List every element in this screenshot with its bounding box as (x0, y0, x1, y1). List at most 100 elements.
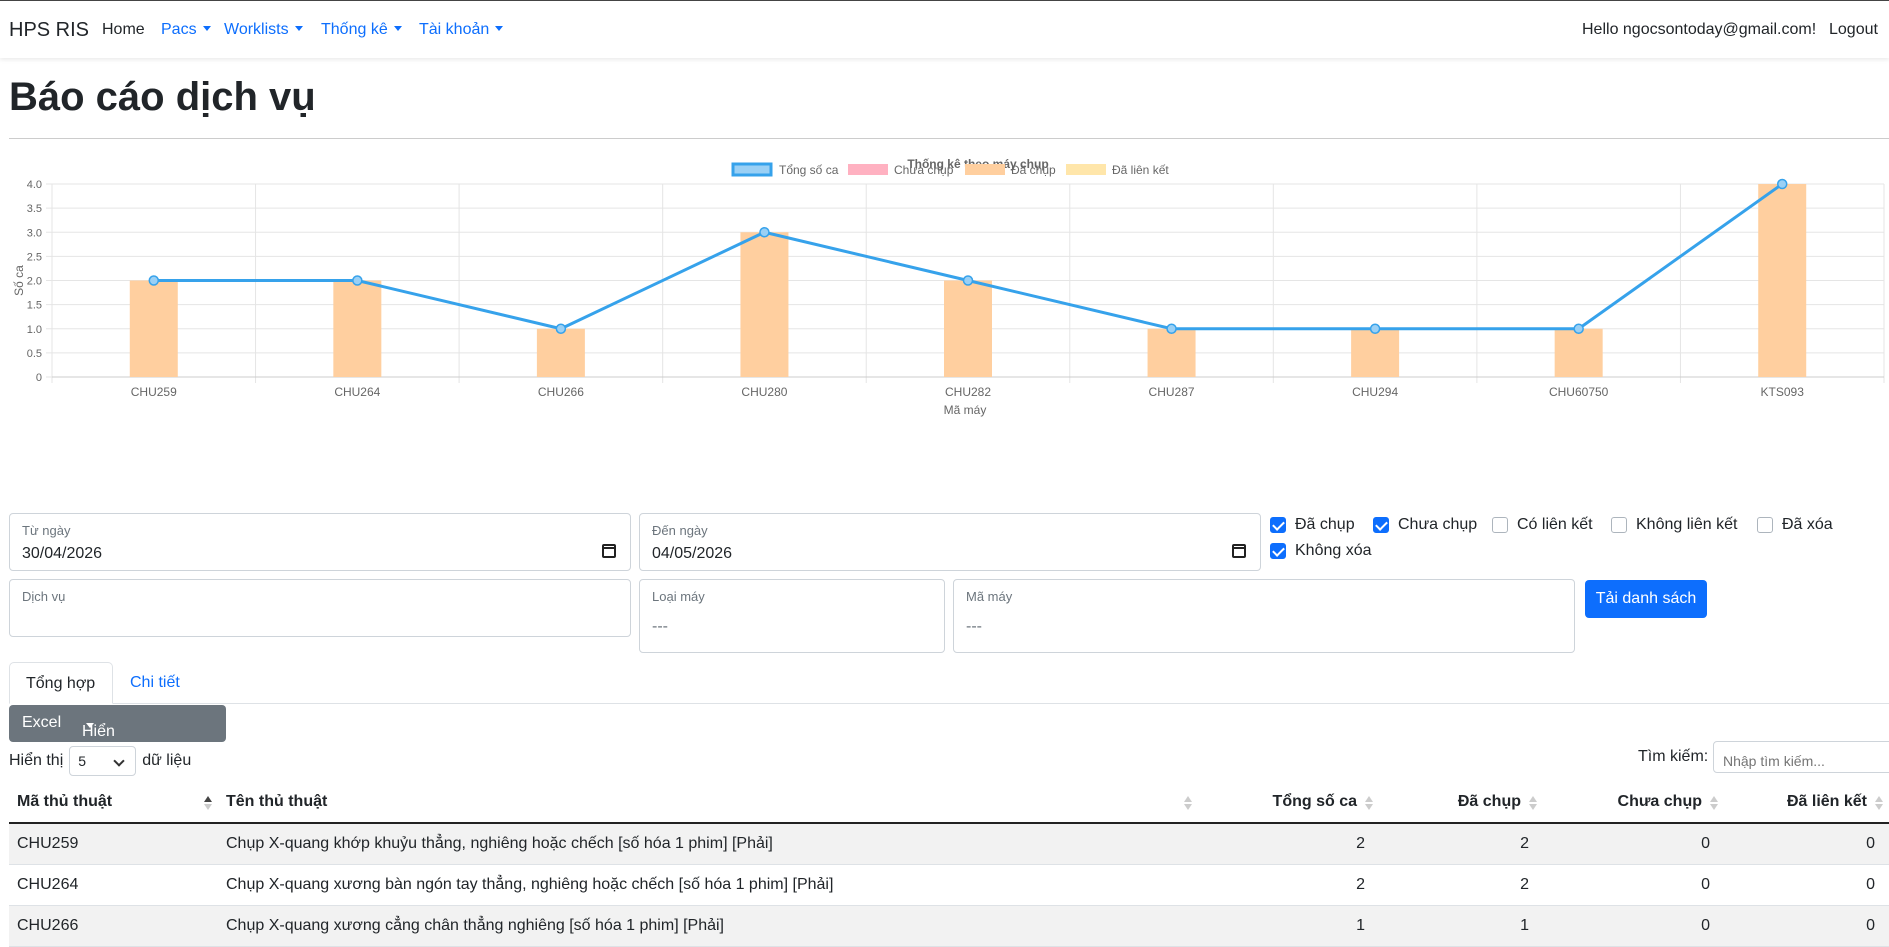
tabs-divider (9, 703, 1889, 704)
legend-label: Chưa chụp (894, 163, 954, 177)
bar (333, 280, 382, 377)
nav-tai-khoan[interactable]: Tài khoản (419, 21, 504, 39)
to-date-field[interactable]: Đến ngày 04/05/2026 (639, 513, 1261, 571)
machine-type-field[interactable]: Loại máy --- (639, 579, 945, 653)
cell-code: CHU266 (9, 905, 218, 947)
page-size-select[interactable]: 5 (69, 746, 137, 776)
nav-home[interactable]: Home (102, 21, 145, 39)
x-tick-label: CHU264 (334, 385, 380, 399)
checkbox-box[interactable] (1373, 517, 1389, 533)
checkbox-co-lien-ket[interactable]: Có liên kết (1492, 516, 1593, 534)
caret-down-icon (393, 26, 402, 31)
x-tick-label: CHU294 (1352, 385, 1398, 399)
y-tick-label: 0.5 (27, 348, 42, 360)
y-tick-label: 4.0 (27, 179, 42, 191)
sort-icon[interactable] (1365, 796, 1373, 810)
tab-tong-hop[interactable]: Tổng hợp (9, 662, 113, 704)
table-header-row: Mã thủ thuật Tên thủ thuật Tổng số ca Đã… (9, 782, 1889, 824)
checkbox-chua-chup[interactable]: Chưa chụp (1373, 516, 1477, 534)
table-row[interactable]: CHU266 Chụp X-quang xương cẳng chân thẳn… (9, 905, 1889, 947)
page-size-control: Hiển thị 5 dữ liệu (9, 746, 191, 776)
bar (944, 280, 992, 377)
x-tick-label: KTS093 (1761, 385, 1805, 399)
bar (536, 328, 585, 377)
col-ma-thu-thuat[interactable]: Mã thủ thuật (9, 782, 218, 824)
cell-name: Chụp X-quang xương cẳng chân thẳng nghiê… (218, 905, 1198, 947)
cell-total: 2 (1198, 864, 1379, 906)
column-label: Đã liên kết (1786, 793, 1867, 810)
checkbox-khong-xoa[interactable]: Không xóa (1270, 542, 1372, 560)
col-tong-so-ca[interactable]: Tổng số ca (1198, 782, 1379, 824)
checkbox-box[interactable] (1270, 517, 1286, 533)
logout-link[interactable]: Logout (1829, 21, 1878, 38)
legend-label: Đã liên kết (1112, 163, 1169, 177)
col-da-chup[interactable]: Đã chụp (1379, 782, 1543, 824)
bar (1147, 328, 1196, 377)
checkbox-box[interactable] (1757, 517, 1773, 533)
checkbox-label: Đã xóa (1782, 516, 1833, 533)
checkbox-box[interactable] (1270, 543, 1286, 559)
nav-tai-khoan-label: Tài khoản (419, 21, 490, 38)
col-ten-thu-thuat[interactable]: Tên thủ thuật (218, 782, 1198, 824)
search-input[interactable] (1713, 741, 1889, 773)
table-toolbar: Excel Hiển thị theo cột (9, 705, 226, 794)
legend-label: Đã chụp (1011, 163, 1056, 177)
nav-thong-ke[interactable]: Thống kê (321, 21, 402, 39)
machine-type-value: --- (652, 618, 668, 635)
nav-pacs-label: Pacs (161, 21, 197, 38)
user-greeting: Hello ngocsontoday@gmail.com! (1582, 21, 1817, 38)
cell-total: 2 (1198, 823, 1379, 865)
table-row[interactable]: CHU259 Chụp X-quang khớp khuỷu thẳng, ng… (9, 823, 1889, 865)
sort-icon[interactable] (1875, 796, 1883, 810)
nav-worklists[interactable]: Worklists (224, 21, 303, 39)
column-label: Đã chụp (1457, 793, 1521, 810)
load-list-button[interactable]: Tải danh sách (1585, 580, 1707, 618)
machine-type-label: Loại máy (652, 589, 705, 604)
sort-icon[interactable] (1184, 796, 1192, 810)
x-tick-label: CHU280 (741, 385, 787, 399)
sort-icon[interactable] (1529, 796, 1537, 810)
bar (1351, 328, 1400, 377)
x-tick-label: CHU266 (538, 385, 584, 399)
checkbox-label: Không liên kết (1636, 516, 1738, 533)
cell-pending: 0 (1543, 823, 1724, 865)
excel-button[interactable]: Excel (22, 714, 62, 731)
tab-chi-tiet[interactable]: Chi tiết (130, 674, 180, 691)
summary-table: Mã thủ thuật Tên thủ thuật Tổng số ca Đã… (9, 782, 1889, 947)
checkbox-khong-lien-ket[interactable]: Không liên kết (1611, 516, 1737, 534)
legend-swatch (731, 162, 773, 177)
column-label: Tổng số ca (1272, 793, 1357, 810)
page-title: Báo cáo dịch vụ (9, 75, 316, 119)
cell-pending: 0 (1543, 905, 1724, 947)
machine-code-field[interactable]: Mã máy --- (953, 579, 1575, 653)
y-axis-label: Số ca (12, 265, 26, 296)
brand-logo[interactable]: HPS RIS (9, 19, 90, 41)
checkbox-box[interactable] (1492, 517, 1508, 533)
show-prefix: Hiển thị (9, 752, 64, 769)
line-point (1166, 323, 1177, 334)
calendar-icon[interactable] (1232, 544, 1246, 558)
sort-icon[interactable] (1710, 796, 1718, 810)
service-field[interactable]: Dịch vụ (9, 579, 631, 637)
column-label: Tên thủ thuật (226, 793, 328, 810)
col-da-lien-ket[interactable]: Đã liên kết (1724, 782, 1889, 824)
nav-home-label: Home (102, 21, 145, 38)
col-chua-chup[interactable]: Chưa chụp (1543, 782, 1724, 824)
checkbox-da-chup[interactable]: Đã chụp (1270, 516, 1355, 534)
y-tick-label: 2.0 (27, 276, 42, 288)
cell-name: Chụp X-quang xương bàn ngón tay thẳng, n… (218, 864, 1198, 906)
from-date-field[interactable]: Từ ngày 30/04/2026 (9, 513, 631, 571)
legend-swatch (848, 164, 888, 175)
sort-icon[interactable] (204, 796, 212, 810)
checkbox-da-xoa[interactable]: Đã xóa (1757, 516, 1833, 534)
y-tick-label: 1.0 (27, 324, 42, 336)
line-point (555, 323, 567, 334)
nav-worklists-label: Worklists (224, 21, 289, 38)
table-row[interactable]: CHU264 Chụp X-quang xương bàn ngón tay t… (9, 864, 1889, 906)
calendar-icon[interactable] (602, 544, 616, 558)
legend-swatch (1066, 164, 1106, 175)
checkbox-box[interactable] (1611, 517, 1627, 533)
machine-code-label: Mã máy (966, 589, 1013, 604)
cell-linked: 0 (1724, 905, 1889, 947)
nav-pacs[interactable]: Pacs (161, 21, 211, 39)
